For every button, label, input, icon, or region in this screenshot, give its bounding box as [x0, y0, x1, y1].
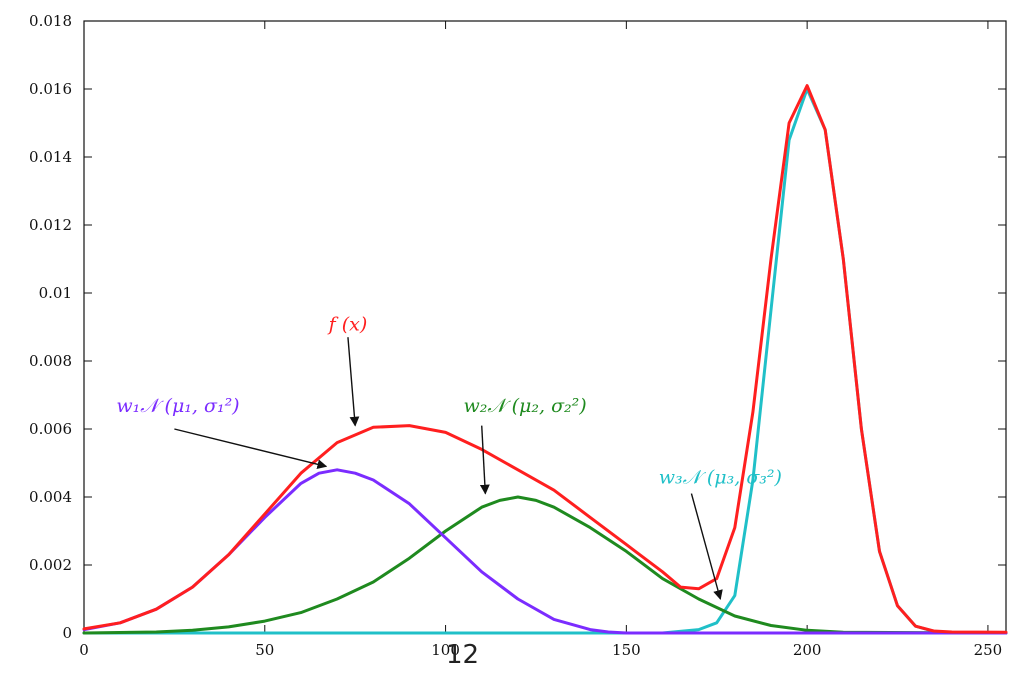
series-line-f: [82, 84, 1008, 634]
x-tick-label: 250: [974, 641, 1003, 659]
y-tick-label: 0: [62, 624, 72, 642]
series-line-c2: [82, 495, 1008, 635]
annotation-label-c2: w₂𝒩 (μ₂, σ₂²): [464, 395, 587, 417]
page-number: 12: [446, 640, 480, 670]
annotation-arrow-c2: [479, 425, 490, 495]
annotation-label-c3: w₃𝒩 (μ₃, σ₃²): [659, 466, 782, 488]
y-tick-label: 0.006: [29, 420, 72, 438]
y-tick-label: 0.004: [29, 488, 72, 506]
annotation-label-f: f (x): [327, 313, 368, 335]
x-tick-label: 50: [255, 641, 274, 659]
y-axis-ticks: 0 0.002 0.004 0.006 0.008 0.01 0.012 0.014 0.016…: [29, 12, 1006, 642]
annotations: f (x) w₁𝒩 (μ₁, σ₁²) w₂𝒩 (μ₂, σ₂²) w₃𝒩 (μ₃, …: [116, 313, 782, 600]
y-tick-label: 0.002: [29, 556, 72, 574]
annotation-arrow-c3: [690, 493, 723, 600]
annotation-arrow-f: [347, 337, 360, 427]
y-tick-label: 0.008: [29, 352, 72, 370]
x-tick-label: 200: [793, 641, 822, 659]
y-tick-label: 0.018: [29, 12, 72, 30]
x-tick-label: 150: [612, 641, 641, 659]
series-line-c3: [82, 87, 1008, 635]
x-tick-label: 0: [79, 641, 89, 659]
annotation-label-c1: w₁𝒩 (μ₁, σ₁²): [116, 395, 239, 417]
y-tick-label: 0.014: [29, 148, 72, 166]
annotation-arrow-c1: [174, 428, 328, 470]
y-tick-label: 0.016: [29, 80, 72, 98]
y-tick-label: 0.012: [29, 216, 72, 234]
x-axis-ticks: 0 50 100 150 200 250: [79, 21, 1002, 659]
series-lines: [82, 84, 1008, 635]
y-tick-label: 0.01: [39, 284, 72, 302]
x-tick-label: 100: [431, 641, 460, 659]
plot-frame: [83, 20, 1007, 634]
series-line-c1: [82, 468, 1008, 635]
